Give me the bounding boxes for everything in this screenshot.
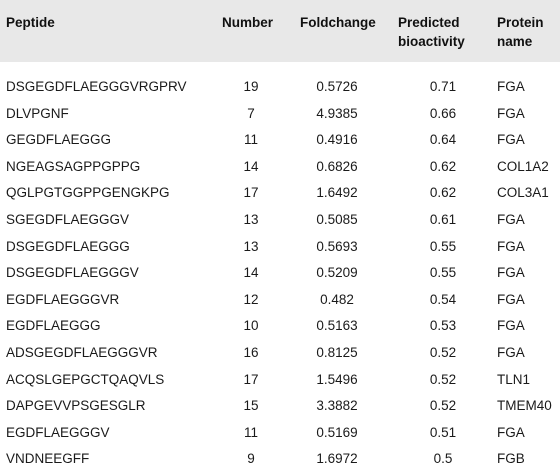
- bioactivity-cell: 0.71: [429, 79, 457, 94]
- peptide-cell: DSGEGDFLAEGGG: [6, 238, 130, 254]
- foldchange-cell: 4.9385: [316, 105, 358, 121]
- protein-cell: FGB: [497, 451, 525, 467]
- table-row: ADSGEGDFLAEGGGVR 16 0.8125 0.52 FGA: [0, 340, 560, 367]
- foldchange-cell: 0.482: [320, 291, 354, 307]
- peptide-cell: DSGEGDFLAEGGGV: [6, 265, 139, 281]
- peptide-cell: EGDFLAEGGG: [6, 318, 101, 334]
- header-number: Number: [222, 15, 274, 30]
- number-cell: 13: [243, 212, 259, 227]
- number-cell: 7: [247, 105, 255, 121]
- peptide-cell: QGLPGTGGPPGENGKPG: [6, 185, 170, 201]
- number-cell: 17: [243, 371, 259, 387]
- peptide-cell: EGDFLAEGGGVR: [6, 291, 120, 307]
- table-row: EGDFLAEGGGV 11 0.5169 0.51 FGA: [0, 420, 560, 447]
- peptide-cell: GEGDFLAEGGG: [6, 132, 112, 148]
- bioactivity-cell: 0.52: [429, 371, 457, 387]
- protein-cell: COL1A2: [497, 158, 549, 174]
- table-row: EGDFLAEGGGVR 12 0.482 0.54 FGA: [0, 287, 560, 314]
- header-protein-line2: name: [497, 34, 533, 49]
- foldchange-cell: 0.5169: [316, 424, 358, 440]
- number-cell: 9: [247, 451, 255, 467]
- peptide-cell: DSGEGDFLAEGGGVRGPRV: [6, 79, 187, 94]
- number-cell: 14: [243, 158, 259, 174]
- protein-cell: FGA: [497, 291, 525, 307]
- foldchange-cell: 0.6826: [316, 158, 358, 174]
- peptide-cell: DAPGEVVPSGESGLR: [6, 398, 146, 414]
- bioactivity-cell: 0.5: [433, 451, 453, 467]
- number-cell: 13: [243, 238, 259, 254]
- peptide-cell: DLVPGNF: [6, 105, 69, 121]
- number-cell: 10: [243, 318, 259, 334]
- protein-cell: FGA: [497, 318, 525, 334]
- table-row: EGDFLAEGGG 10 0.5163 0.53 FGA: [0, 313, 560, 340]
- number-cell: 12: [243, 291, 259, 307]
- bioactivity-cell: 0.52: [429, 345, 457, 360]
- foldchange-cell: 0.5693: [316, 238, 358, 254]
- table-row: ACQSLGEPGCTQAQVLS 17 1.5496 0.52 TLN1: [0, 367, 560, 394]
- protein-cell: FGA: [497, 132, 525, 148]
- protein-cell: COL3A1: [497, 185, 549, 201]
- number-cell: 16: [243, 345, 259, 360]
- table-row: DSGEGDFLAEGGG 13 0.5693 0.55 FGA: [0, 234, 560, 261]
- bioactivity-cell: 0.53: [429, 318, 457, 334]
- table-row: SGEGDFLAEGGGV 13 0.5085 0.61 FGA: [0, 207, 560, 234]
- protein-cell: FGA: [497, 105, 525, 121]
- protein-cell: FGA: [497, 265, 525, 281]
- bioactivity-cell: 0.62: [429, 158, 457, 174]
- peptide-cell: ADSGEGDFLAEGGGVR: [6, 345, 158, 360]
- protein-cell: FGA: [497, 345, 525, 360]
- peptide-cell: EGDFLAEGGGV: [6, 424, 110, 440]
- bioactivity-cell: 0.61: [429, 212, 457, 227]
- peptide-cell: SGEGDFLAEGGGV: [6, 212, 130, 227]
- number-cell: 19: [243, 79, 259, 94]
- bioactivity-cell: 0.52: [429, 398, 457, 414]
- table-header: Peptide Number Foldchange Predicted bioa…: [0, 0, 560, 62]
- foldchange-cell: 0.5085: [316, 212, 358, 227]
- protein-cell: FGA: [497, 212, 525, 227]
- foldchange-cell: 3.3882: [316, 398, 358, 414]
- header-foldchange: Foldchange: [300, 15, 376, 30]
- table-row: GEGDFLAEGGG 11 0.4916 0.64 FGA: [0, 127, 560, 154]
- table-row: DAPGEVVPSGESGLR 15 3.3882 0.52 TMEM40: [0, 393, 560, 420]
- protein-cell: TLN1: [497, 371, 531, 387]
- table-row: NGEAGSAGPPGPPG 14 0.6826 0.62 COL1A2: [0, 154, 560, 181]
- foldchange-cell: 1.6492: [316, 185, 358, 201]
- foldchange-cell: 1.5496: [316, 371, 358, 387]
- bioactivity-cell: 0.55: [429, 238, 457, 254]
- bioactivity-cell: 0.55: [429, 265, 457, 281]
- foldchange-cell: 0.4916: [316, 132, 358, 148]
- protein-cell: TMEM40: [497, 398, 552, 414]
- header-bioactivity-line2: bioactivity: [398, 34, 465, 49]
- table-row: DSGEGDFLAEGGGVRGPRV 19 0.5726 0.71 FGA: [0, 74, 560, 101]
- number-cell: 15: [243, 398, 259, 414]
- foldchange-cell: 1.6972: [316, 451, 358, 467]
- protein-cell: FGA: [497, 424, 525, 440]
- table-row: VNDNEEGFF 9 1.6972 0.5 FGB: [0, 446, 560, 473]
- foldchange-cell: 0.5726: [316, 79, 358, 94]
- peptide-cell: ACQSLGEPGCTQAQVLS: [6, 371, 165, 387]
- bioactivity-cell: 0.54: [429, 291, 457, 307]
- bioactivity-cell: 0.66: [429, 105, 457, 121]
- table-row: QGLPGTGGPPGENGKPG 17 1.6492 0.62 COL3A1: [0, 180, 560, 207]
- protein-cell: FGA: [497, 238, 525, 254]
- number-cell: 14: [243, 265, 259, 281]
- foldchange-cell: 0.5163: [316, 318, 358, 334]
- bioactivity-cell: 0.64: [429, 132, 457, 148]
- foldchange-cell: 0.8125: [316, 345, 358, 360]
- header-peptide: Peptide: [6, 15, 55, 30]
- bioactivity-cell: 0.62: [429, 185, 457, 201]
- header-bioactivity-line1: Predicted: [398, 15, 460, 30]
- peptide-cell: NGEAGSAGPPGPPG: [6, 158, 141, 174]
- header-protein-line1: Protein: [497, 15, 544, 30]
- number-cell: 11: [243, 132, 258, 148]
- foldchange-cell: 0.5209: [316, 265, 358, 281]
- peptide-cell: VNDNEEGFF: [6, 451, 90, 467]
- table-row: DSGEGDFLAEGGGV 14 0.5209 0.55 FGA: [0, 260, 560, 287]
- table-row: DLVPGNF 7 4.9385 0.66 FGA: [0, 101, 560, 128]
- number-cell: 17: [243, 185, 259, 201]
- bioactivity-cell: 0.51: [429, 424, 457, 440]
- protein-cell: FGA: [497, 79, 525, 94]
- number-cell: 11: [243, 424, 258, 440]
